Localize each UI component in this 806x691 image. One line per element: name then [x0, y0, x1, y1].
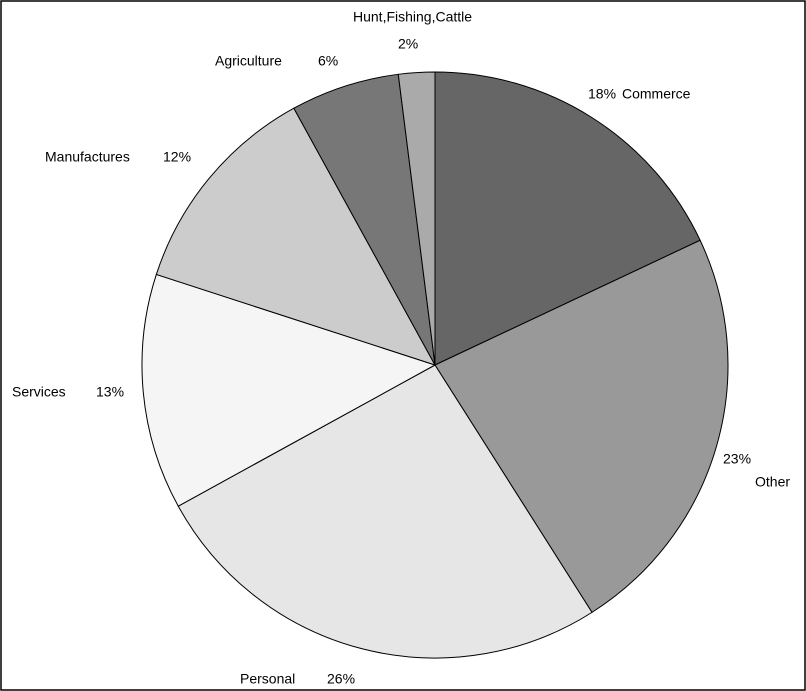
pie-slice — [177, 364, 593, 659]
value-label: 18% — [588, 86, 616, 102]
pie-slice — [141, 273, 437, 507]
slice-label: Personal — [240, 671, 295, 687]
pie-slice — [397, 71, 436, 366]
value-label: 6% — [318, 53, 338, 69]
slice-label: Commerce — [622, 86, 691, 102]
value-label: 13% — [96, 384, 124, 400]
slice-label: Agriculture — [215, 53, 282, 69]
value-label: 2% — [398, 36, 418, 52]
pie-slice — [155, 107, 437, 366]
value-label: 23% — [723, 451, 751, 467]
slice-label: Hunt,Fishing,Cattle — [353, 9, 472, 25]
value-label: 12% — [163, 149, 191, 165]
pie-slice — [434, 239, 729, 614]
slice-label: Services — [12, 384, 66, 400]
pie-slice — [434, 71, 701, 366]
slice-label: Other — [755, 474, 790, 490]
value-label: 26% — [327, 671, 355, 687]
slice-label: Manufactures — [45, 149, 130, 165]
